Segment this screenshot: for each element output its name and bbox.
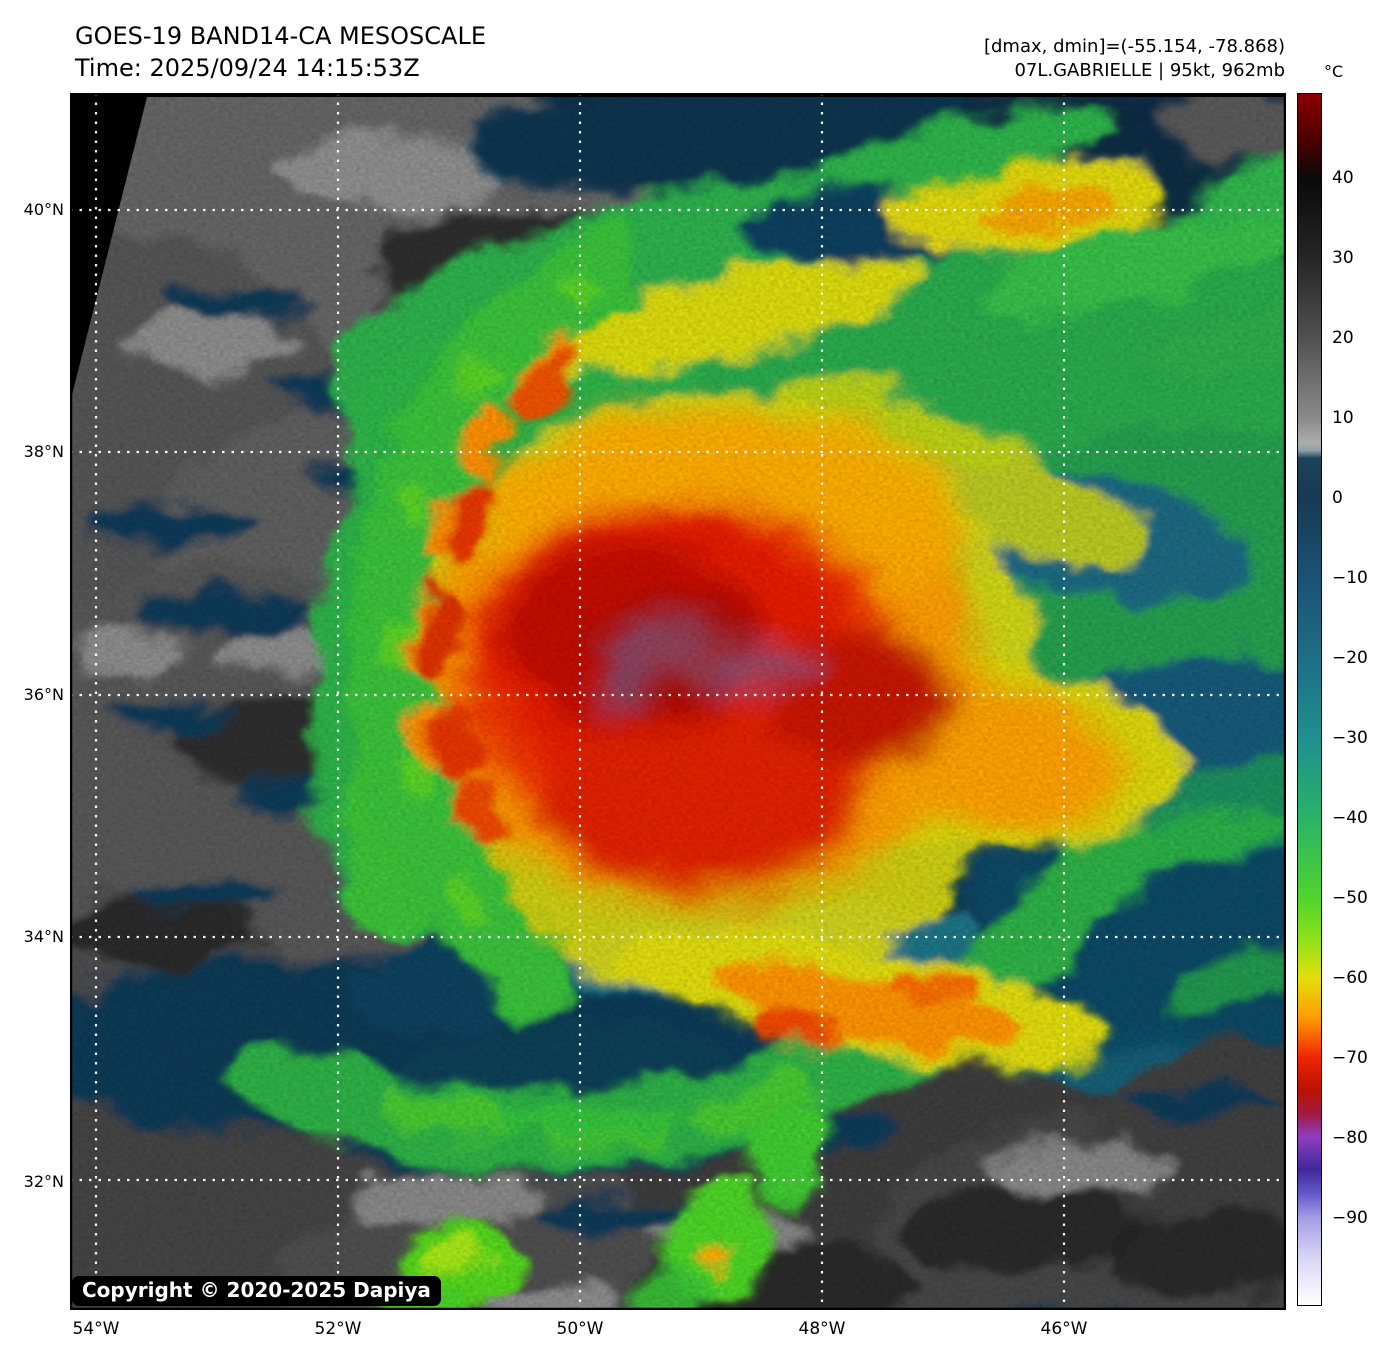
colorbar-tick-label: −60 bbox=[1332, 968, 1368, 988]
figure-timestamp: Time: 2025/09/24 14:15:53Z bbox=[75, 54, 420, 82]
colorbar-tick-label: −80 bbox=[1332, 1128, 1368, 1148]
dmax-dmin-readout: [dmax, dmin]=(-55.154, -78.868) bbox=[983, 36, 1285, 57]
colorbar-tick-label: 10 bbox=[1332, 408, 1354, 428]
colorbar-tick-label: 40 bbox=[1332, 168, 1354, 188]
satellite-imagery bbox=[70, 93, 1286, 1310]
lon-tick-label: 52°W bbox=[314, 1319, 362, 1339]
colorbar-tick-label: 0 bbox=[1332, 488, 1343, 508]
lat-tick-label: 40°N bbox=[23, 200, 64, 219]
copyright-badge: Copyright © 2020-2025 Dapiya bbox=[72, 1276, 441, 1306]
storm-info-readout: 07L.GABRIELLE | 95kt, 962mb bbox=[1014, 60, 1285, 81]
lon-tick-label: 50°W bbox=[556, 1319, 604, 1339]
colorbar-unit-label: °C bbox=[1324, 62, 1344, 81]
lon-tick-label: 48°W bbox=[798, 1319, 846, 1339]
colorbar-tick-label: 20 bbox=[1332, 328, 1354, 348]
colorbar bbox=[1297, 93, 1322, 1306]
figure-title: GOES-19 BAND14-CA MESOSCALE bbox=[75, 22, 486, 50]
lat-tick-label: 34°N bbox=[23, 927, 64, 946]
colorbar-tick-label: −10 bbox=[1332, 568, 1368, 588]
pixel-grain bbox=[70, 93, 1286, 1310]
no-data-wedge bbox=[70, 93, 148, 403]
colorbar-tick-label: −30 bbox=[1332, 728, 1368, 748]
colorbar-tick-label: −40 bbox=[1332, 808, 1368, 828]
colorbar-tick-label: −70 bbox=[1332, 1048, 1368, 1068]
lon-tick-label: 46°W bbox=[1040, 1319, 1088, 1339]
map-border bbox=[70, 93, 1286, 1310]
lat-tick-label: 36°N bbox=[23, 685, 64, 704]
graticule bbox=[70, 93, 1286, 1310]
colorbar-tick-label: 30 bbox=[1332, 248, 1354, 268]
lat-tick-label: 32°N bbox=[23, 1172, 64, 1191]
colorbar-tick-label: −20 bbox=[1332, 648, 1368, 668]
lon-tick-label: 54°W bbox=[72, 1319, 120, 1339]
lat-tick-label: 38°N bbox=[23, 442, 64, 461]
satellite-map: Copyright © 2020-2025 Dapiya bbox=[70, 93, 1286, 1310]
colorbar-tick-label: −90 bbox=[1332, 1208, 1368, 1228]
colorbar-gradient bbox=[1298, 94, 1321, 1305]
colorbar-tick-label: −50 bbox=[1332, 888, 1368, 908]
